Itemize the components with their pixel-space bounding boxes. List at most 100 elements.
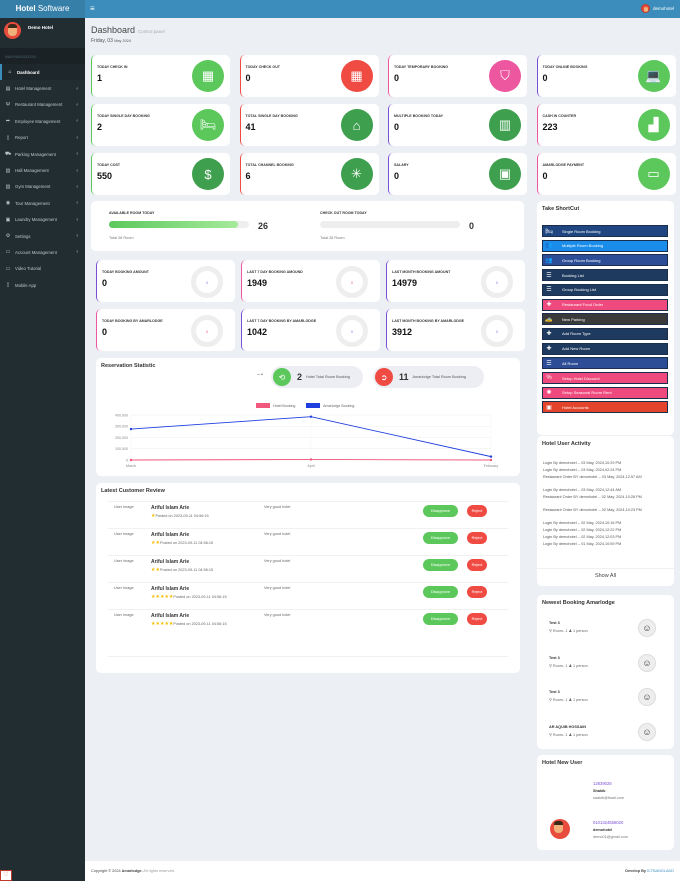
- heart-icon[interactable]: ♡: [0, 870, 12, 881]
- page-subtitle: Control panel: [138, 29, 165, 34]
- sidebar-item-video-tutorial[interactable]: ▭ Video Tutorial: [0, 261, 85, 277]
- sidebar-item-dashboard[interactable]: ⌂ Dashboard: [0, 64, 85, 81]
- disapprove-button[interactable]: Disapprove: [423, 532, 458, 544]
- reject-button[interactable]: Reject: [467, 505, 487, 517]
- svg-text:February: February: [484, 464, 499, 468]
- disapprove-button[interactable]: Disapprove: [423, 586, 458, 598]
- new-user-item: 0101324556020 demohotel demo01@gmail.com: [593, 820, 628, 839]
- reject-button[interactable]: Reject: [467, 613, 487, 625]
- shortcut-group-room-booking[interactable]: 👥 Group Room Booking: [542, 254, 668, 267]
- hotel-booking-pill: ⟲ 2 Hotel Total Room Booking: [271, 366, 363, 388]
- user-email: demo01@gmail.com: [593, 835, 628, 839]
- chevron-left-icon: ‹: [76, 167, 78, 174]
- page-date: Friday, 03 May 2024: [91, 38, 131, 44]
- building-icon: ▤: [5, 85, 11, 92]
- sidebar-item-label: Parking Management: [15, 151, 56, 157]
- amount-label: LAST 7 DAY BOOKING AMOUND: [247, 270, 303, 274]
- shortcut-all-room[interactable]: ☰ All Room: [542, 357, 668, 370]
- brand-logo[interactable]: Hotel Software: [0, 0, 85, 18]
- avatar: ☺: [638, 723, 656, 742]
- disapprove-button[interactable]: Disapprove: [423, 505, 458, 517]
- stat-label: TODAY CHECK OUT: [245, 65, 280, 69]
- amount-card: TODAY BOOKING BY AMARLODGE 0 0: [96, 309, 235, 351]
- key-icon: ⚲: [549, 663, 552, 668]
- shortcut-add-new-room[interactable]: ✚ Add New Room: [542, 342, 668, 355]
- review-date: Posted on 2023-09-11 04:56:15: [159, 541, 214, 545]
- shortcut-restaurant-food-order[interactable]: ✚ Restaurant Food Order: [542, 298, 668, 311]
- svg-text:200,000: 200,000: [115, 436, 128, 440]
- shortcut-setup-hotel-discount[interactable]: % Setup Hotel Discount: [542, 372, 668, 384]
- amount-card: TODAY BOOKING AMOUNT 0 0: [96, 260, 235, 302]
- shortcut-hotel-accounts[interactable]: ▣ Hotel Accounts: [542, 401, 668, 414]
- shortcut-multiple-room-booking[interactable]: 👥 Multiple Room Booking: [542, 239, 668, 252]
- stat-card: TODAY CHECK OUT 0 ▦: [239, 55, 379, 97]
- developer-link[interactable]: ICTBANGLADD: [646, 869, 674, 873]
- shortcut-setup-seasonal-room-rent[interactable]: ✺ Setup Seasonal Room Rent: [542, 386, 668, 399]
- cutlery-icon: Ψ: [5, 101, 11, 108]
- sidebar-item-parking-management[interactable]: ⛟ Parking Management ‹: [0, 146, 85, 162]
- user-menu[interactable]: demohotel: [640, 4, 674, 13]
- room-availability-card: AVAILABLE ROOM TODAY 26 Total 28 Room CH…: [91, 201, 524, 251]
- user-phone[interactable]: 0101324556020: [593, 820, 624, 825]
- disapprove-button[interactable]: Disapprove: [423, 613, 458, 625]
- stat-label: CASH IN COUNTER: [542, 114, 577, 118]
- stat-label: TODAY CHECK IN: [97, 65, 128, 69]
- chevron-left-icon: ‹: [76, 118, 78, 125]
- reject-button[interactable]: Reject: [467, 586, 487, 598]
- hotel-booking-icon: ⟲: [273, 368, 291, 386]
- card-payment-icon: ▭: [637, 158, 670, 190]
- sidebar-item-restaurant-management[interactable]: Ψ Restaurant Management ‹: [0, 97, 85, 113]
- shortcut-add-room-type[interactable]: ✚ Add Room Type: [542, 327, 668, 340]
- avatar: ☺: [638, 653, 656, 672]
- plus-icon: ✚: [546, 302, 552, 308]
- sidebar-item-tour-management[interactable]: ◉ Tour Management ‹: [0, 195, 85, 211]
- avatar: ☺: [638, 688, 656, 707]
- amarlodge-booking-pill: ➲ 11 Amarlodge Total Room Booking: [373, 366, 484, 388]
- shortcut-booking-list[interactable]: ☰ Booking List: [542, 269, 668, 282]
- share-icon: ➦: [5, 118, 11, 125]
- hamburger-icon[interactable]: ≡: [90, 4, 95, 13]
- sidebar-item-label: Report: [15, 135, 28, 141]
- chevron-left-icon: ‹: [76, 134, 78, 141]
- progress-ring: 0: [191, 315, 223, 347]
- sidebar-item-mobile-app[interactable]: ▯ Mobile App: [0, 277, 85, 293]
- stat-card: SALARY 0 ▣: [388, 153, 527, 195]
- customer-review-card: Latest Customer Review User Image Ariful…: [96, 483, 520, 673]
- sidebar-item-report[interactable]: ▯ Report ‹: [0, 130, 85, 146]
- reject-button[interactable]: Reject: [467, 559, 487, 571]
- sidebar-item-hotel-management[interactable]: ▤ Hotel Management ‹: [0, 80, 85, 96]
- user-image: User Image: [114, 505, 134, 509]
- review-row: User Image Ariful Islam Arie ★★Posted on…: [108, 528, 508, 555]
- disapprove-button[interactable]: Disapprove: [423, 559, 458, 571]
- reject-button[interactable]: Reject: [467, 532, 487, 544]
- progress-ring: 0: [481, 266, 513, 298]
- shortcut-new-parking[interactable]: 🚕 New Parking: [542, 313, 668, 326]
- review-message: Very good hotel: [264, 559, 291, 563]
- activity-item: Login By demohotel -- 03 May, 2024,10:29…: [543, 461, 622, 465]
- review-date: Posted on 2023-09-11 04:56:15: [155, 514, 209, 518]
- collapse-control[interactable]: – •: [257, 372, 263, 378]
- amount-card: LAST 7 DAY BOOKING BY AMARLODGE 1042 0: [241, 309, 380, 351]
- sidebar-item-gym-management[interactable]: ▥ Gym Management ‹: [0, 179, 85, 195]
- checkout-room-label: CHECK OUT ROOM TODAY: [320, 211, 367, 215]
- sidebar-item-employee-management[interactable]: ➦ Employee Management ‹: [0, 113, 85, 129]
- amount-label: TODAY BOOKING AMOUNT: [102, 270, 149, 274]
- sidebar-item-hall-management[interactable]: ▥ Hall Management ‹: [0, 162, 85, 178]
- list-icon: ☰: [546, 272, 552, 279]
- sidebar-item-settings[interactable]: ⚙ Settings ‹: [0, 228, 85, 244]
- footer-brand-link[interactable]: Amarlodge.: [121, 869, 143, 873]
- shortcut-single-room-booking[interactable]: 🛏 Single Room Booking: [542, 225, 668, 237]
- shortcut-group-booking-list[interactable]: ☰ Group Booking List: [542, 283, 668, 296]
- user-name: Shakib: [593, 789, 606, 793]
- user-phone[interactable]: 12839028: [593, 781, 612, 786]
- sidebar-item-account-management[interactable]: ▭ Account Management ‹: [0, 244, 85, 260]
- stat-card: TODAY SINGLE DAY BOOKING 2 🛏: [91, 104, 230, 146]
- person-icon: ♟: [568, 629, 572, 633]
- show-all-link[interactable]: Show All: [594, 573, 617, 579]
- user-image: User Image: [114, 613, 134, 617]
- review-message: Very good hotel: [264, 613, 291, 617]
- progress-ring: 0: [191, 266, 223, 298]
- sidebar-item-laundry-management[interactable]: ▣ Laundry Management ‹: [0, 212, 85, 228]
- guest-name: Test 3: [549, 655, 560, 660]
- new-user-item: 12839028 Shakib saakib@fmail.com: [593, 781, 624, 800]
